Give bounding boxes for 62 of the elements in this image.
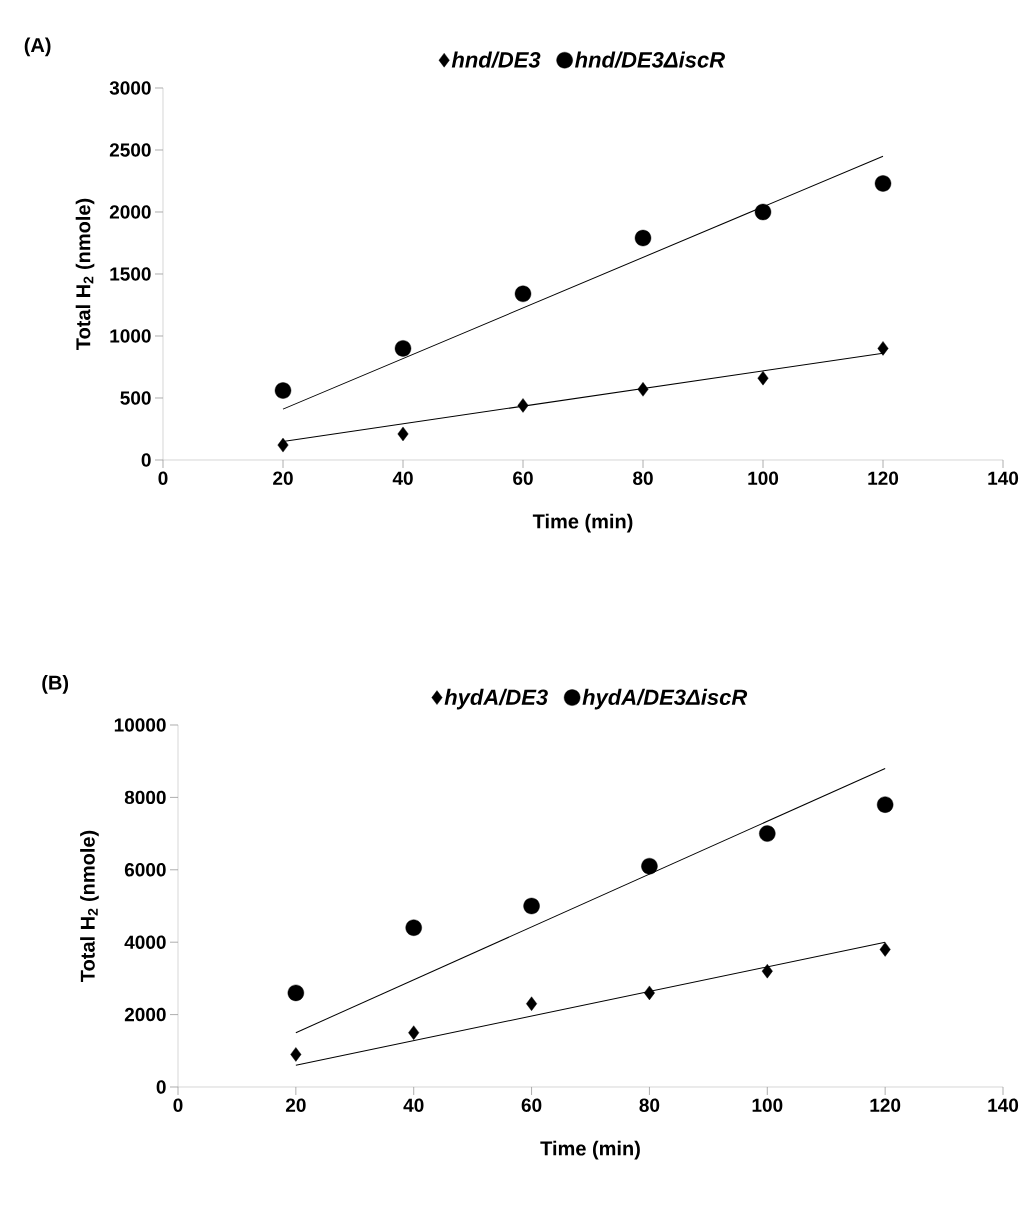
y-tick-label: 4000 [124, 935, 166, 949]
point [514, 285, 532, 303]
x-tick-label: 120 [868, 471, 899, 485]
point [397, 426, 409, 442]
legend-label: hnd/DE3ΔiscR [575, 51, 725, 68]
x-tick-label: 100 [752, 1098, 783, 1112]
point [759, 825, 776, 842]
point [877, 341, 889, 356]
x-tick-label: 80 [633, 471, 653, 485]
y-tick-label: 1500 [110, 267, 151, 281]
point [405, 919, 422, 936]
point [526, 996, 538, 1011]
x-tick-label: 60 [513, 471, 533, 485]
point [517, 398, 529, 413]
point [876, 796, 894, 813]
point [274, 382, 292, 399]
legend-label: hydA/DE3ΔiscR [582, 688, 748, 710]
x-tick-label: 120 [870, 1098, 901, 1112]
point [754, 203, 772, 221]
y-tick-label: 3000 [109, 81, 151, 95]
chart-title: (A) [24, 37, 51, 57]
point [523, 897, 540, 915]
point [874, 175, 892, 192]
point [637, 382, 649, 397]
y-axis-title: Total H$_{2}$ (nmole) [80, 830, 99, 982]
point [641, 857, 658, 875]
chart-title: (B) [42, 675, 69, 694]
point [643, 985, 655, 1001]
y-tick-label: 0 [156, 1080, 166, 1094]
x-tick-label: 20 [285, 1098, 306, 1112]
y-tick-label: 1000 [110, 329, 151, 343]
point [879, 942, 891, 957]
y-tick-label: 0 [141, 453, 151, 467]
point [394, 340, 412, 357]
y-tick-label: 500 [120, 391, 151, 405]
y-tick-label: 2000 [124, 1007, 166, 1022]
x-tick-label: 40 [392, 471, 413, 485]
point [757, 370, 769, 386]
x-tick-label: 100 [748, 471, 779, 485]
y-tick-label: 10000 [114, 718, 166, 732]
x-tick-label: 40 [403, 1098, 424, 1112]
x-tick-label: 60 [521, 1098, 542, 1112]
x-tick-label: 0 [173, 1098, 183, 1112]
x-tick-label: 140 [988, 471, 1019, 485]
y-axis-title: Total H$_{2}$ (nmole) [75, 198, 95, 350]
y-tick-label: 2000 [109, 205, 151, 219]
x-tick-label: 20 [273, 471, 293, 485]
x-tick-label: 80 [639, 1098, 660, 1112]
point [408, 1025, 420, 1040]
x-tick-label: 140 [988, 1098, 1019, 1112]
y-tick-label: 2500 [109, 143, 151, 157]
point [287, 984, 305, 1002]
point [634, 229, 652, 247]
legend-label: hnd/DE3 [451, 51, 541, 68]
y-tick-label: 8000 [124, 790, 166, 805]
point [277, 437, 289, 453]
point [761, 963, 773, 979]
point [290, 1047, 302, 1062]
y-tick-label: 6000 [124, 863, 166, 877]
x-axis-title: Time (min) [532, 513, 633, 533]
x-axis-title: Time (min) [540, 1140, 640, 1160]
legend-label: hydA/DE3 [444, 688, 548, 710]
